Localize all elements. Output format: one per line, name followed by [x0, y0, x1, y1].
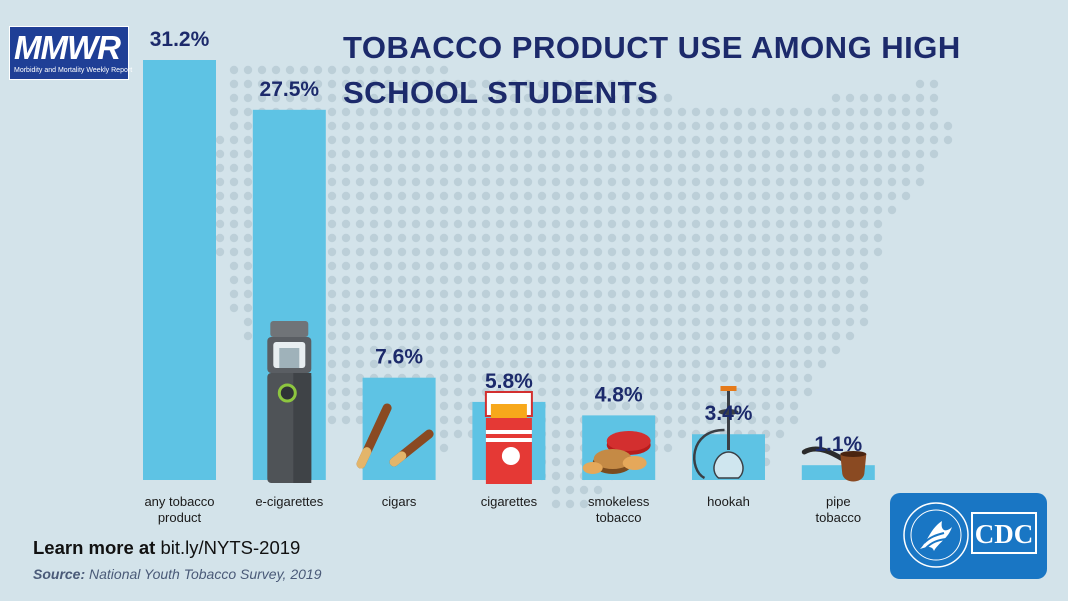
value-label: 4.8%: [595, 383, 643, 406]
cigars-icon: [356, 403, 434, 469]
cigarette-pack-icon: [484, 391, 533, 484]
category-label: e-cigarettes: [255, 494, 323, 509]
hookah-icon: [693, 386, 744, 480]
source-note: Source: National Youth Tobacco Survey, 2…: [33, 566, 321, 582]
category-label: smokeless tobacco: [588, 494, 650, 525]
vape-pen-icon: [267, 321, 312, 483]
category-label: cigars: [382, 494, 417, 509]
product-icons: [267, 321, 867, 484]
mmwr-logo-name: MMWR: [14, 29, 121, 66]
learn-more-prefix: Learn more at: [33, 537, 156, 558]
chart-labels: 31.2% any tobacco product 27.5% e-cigarettes…: [144, 28, 862, 525]
us-map-dots: [215, 65, 953, 509]
mmwr-logo-subtitle: Morbidity and Mortality Weekly Report: [14, 67, 133, 74]
cdc-logo: CDC: [890, 493, 1047, 579]
source-text: National Youth Tobacco Survey, 2019: [89, 566, 322, 582]
smokeless-tin-icon: [582, 431, 651, 474]
learn-more-link[interactable]: bit.ly/NYTS-2019: [160, 537, 301, 558]
value-label: 1.1%: [814, 433, 862, 456]
value-label: 31.2%: [150, 28, 210, 51]
category-label: any tobacco product: [144, 494, 214, 525]
hhs-seal-icon: CDC: [903, 502, 1037, 568]
chart-title: TOBACCO PRODUCT USE AMONG HIGH SCHOOL ST…: [343, 30, 961, 110]
pipe-icon: [801, 446, 867, 482]
mmwr-logo: MMWR Morbidity and Mortality Weekly Repo…: [9, 26, 133, 80]
category-label: hookah: [707, 494, 750, 509]
value-label: 3.4%: [705, 402, 753, 425]
value-label: 27.5%: [260, 78, 320, 101]
category-label: pipe tobacco: [816, 494, 862, 525]
value-label: 7.6%: [375, 346, 423, 369]
value-label: 5.8%: [485, 370, 533, 393]
bar-any-tobacco-product: [143, 60, 216, 480]
category-label: cigarettes: [481, 494, 538, 509]
cdc-logo-text: CDC: [975, 519, 1034, 549]
source-label: Source:: [33, 566, 86, 582]
learn-more-text: Learn more at bit.ly/NYTS-2019: [33, 537, 300, 559]
